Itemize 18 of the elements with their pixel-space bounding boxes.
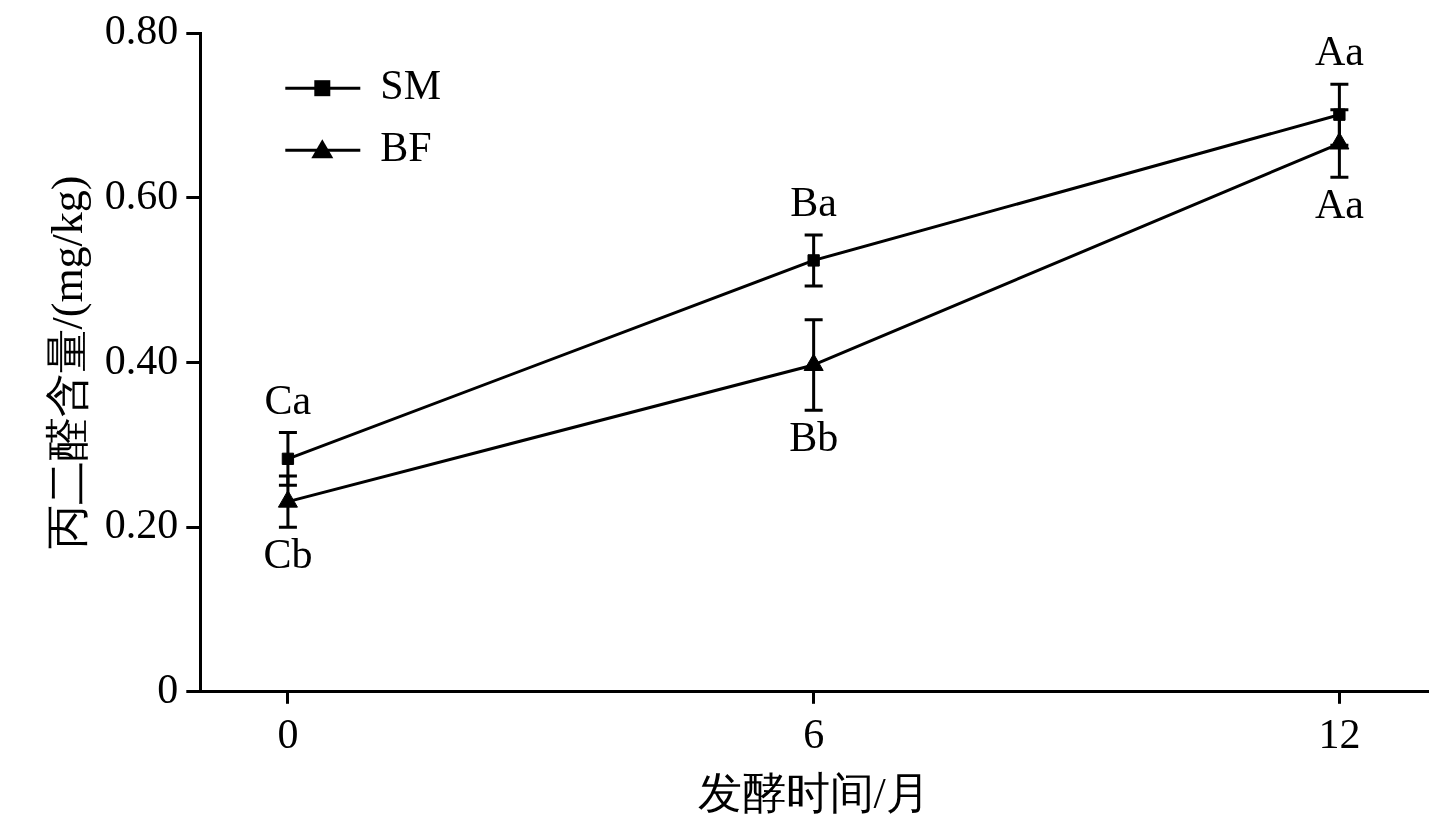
y-tick-label: 0 [157, 665, 179, 712]
y-tick-label: 0.60 [104, 171, 179, 218]
annotation: Cb [263, 531, 313, 578]
annotation: Ba [790, 178, 838, 225]
x-tick-label: 12 [1318, 711, 1361, 758]
x-tick-label: 6 [803, 711, 825, 758]
annotation: Ca [264, 376, 312, 423]
legend-label: BF [380, 124, 432, 171]
annotation: Aa [1314, 28, 1365, 75]
y-tick-label: 0.80 [104, 7, 179, 54]
x-axis-title: 发酵时间/月 [697, 769, 930, 819]
x-tick-label: 0 [277, 711, 299, 758]
annotation: Bb [789, 414, 839, 461]
y-axis-title: 丙二醛含量/(mg/kg) [42, 175, 92, 550]
legend-label: SM [380, 62, 441, 109]
y-tick-label: 0.40 [104, 336, 179, 383]
y-tick-label: 0.20 [104, 501, 179, 548]
annotation: Aa [1314, 181, 1365, 228]
